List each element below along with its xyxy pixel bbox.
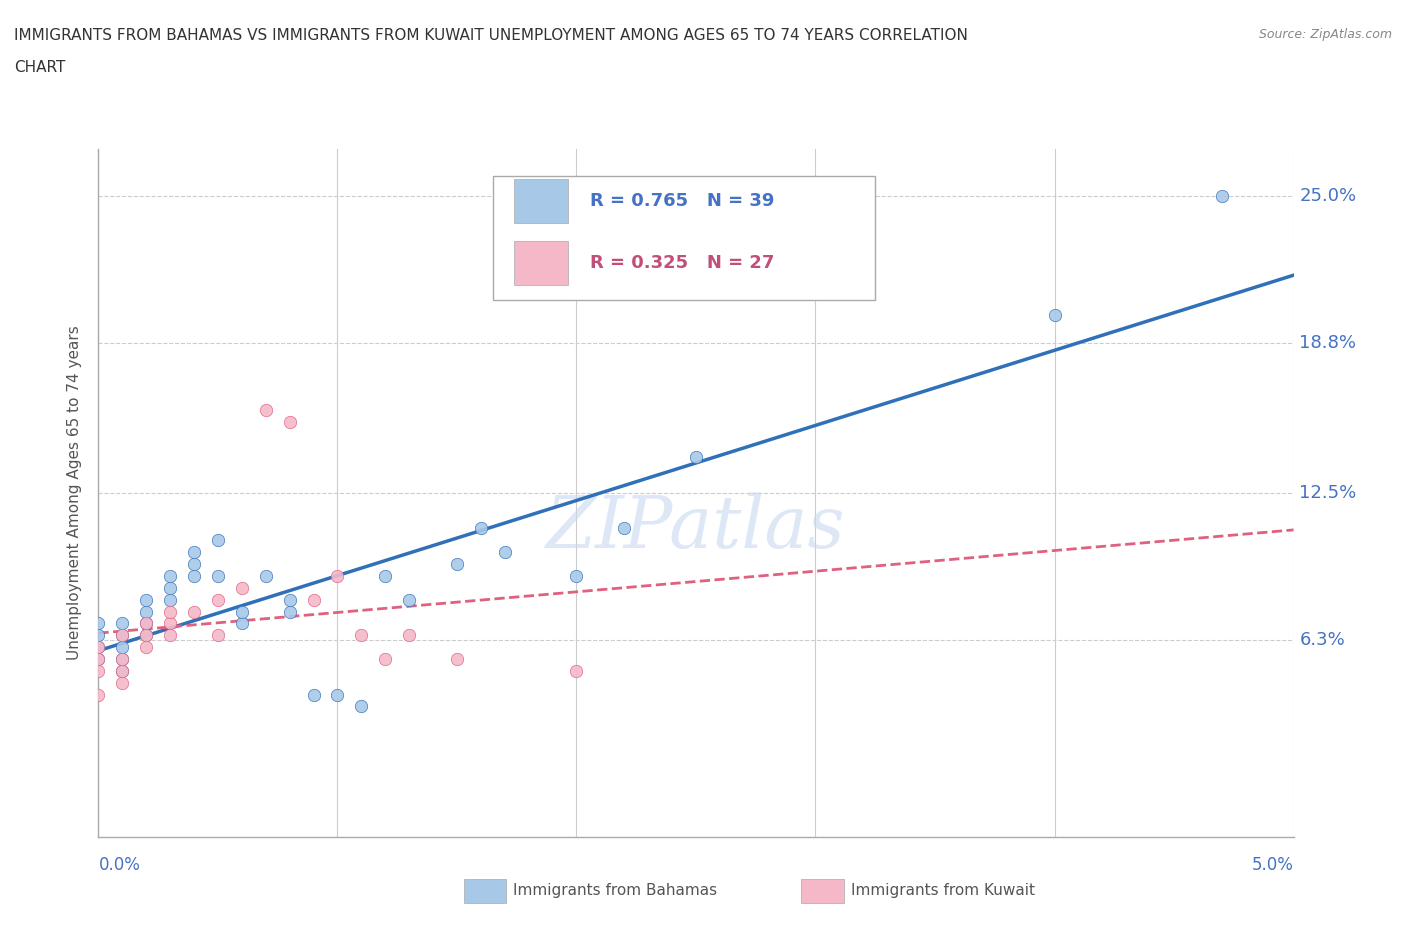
Point — [1043, 308, 1066, 323]
Text: CHART: CHART — [14, 60, 66, 75]
Point — [87, 640, 110, 655]
Point — [565, 663, 588, 678]
Point — [207, 592, 229, 607]
Point — [1211, 189, 1233, 204]
Point — [278, 592, 301, 607]
Point — [87, 640, 110, 655]
Point — [159, 580, 181, 595]
Point — [111, 628, 134, 643]
Point — [111, 652, 134, 667]
Point — [135, 616, 157, 631]
Point — [231, 616, 253, 631]
Point — [159, 592, 181, 607]
Point — [207, 533, 229, 548]
Point — [231, 580, 253, 595]
Text: 25.0%: 25.0% — [1299, 187, 1357, 206]
Point — [159, 628, 181, 643]
Point — [159, 568, 181, 583]
Text: R = 0.765   N = 39: R = 0.765 N = 39 — [589, 192, 773, 210]
FancyBboxPatch shape — [515, 179, 568, 223]
Point — [183, 568, 205, 583]
Point — [87, 687, 110, 702]
Point — [446, 557, 468, 572]
Point — [685, 450, 707, 465]
Y-axis label: Unemployment Among Ages 65 to 74 years: Unemployment Among Ages 65 to 74 years — [67, 326, 83, 660]
Point — [446, 652, 468, 667]
Point — [87, 663, 110, 678]
Point — [183, 604, 205, 619]
Point — [254, 403, 277, 418]
Point — [613, 521, 636, 536]
Text: 12.5%: 12.5% — [1299, 484, 1357, 502]
Point — [302, 687, 325, 702]
Text: 18.8%: 18.8% — [1299, 335, 1357, 352]
FancyBboxPatch shape — [515, 241, 568, 286]
Point — [159, 616, 181, 631]
Point — [374, 652, 396, 667]
Text: Source: ZipAtlas.com: Source: ZipAtlas.com — [1258, 28, 1392, 41]
Point — [135, 604, 157, 619]
Text: Immigrants from Kuwait: Immigrants from Kuwait — [851, 884, 1035, 898]
FancyBboxPatch shape — [494, 177, 875, 300]
Point — [398, 592, 420, 607]
Point — [494, 545, 516, 560]
Point — [398, 628, 420, 643]
Point — [111, 675, 134, 690]
Point — [111, 628, 134, 643]
Point — [87, 616, 110, 631]
Point — [207, 568, 229, 583]
Text: ZIPatlas: ZIPatlas — [546, 492, 846, 563]
Point — [111, 640, 134, 655]
Point — [87, 652, 110, 667]
Point — [135, 628, 157, 643]
Point — [278, 604, 301, 619]
Point — [87, 652, 110, 667]
Text: 0.0%: 0.0% — [98, 856, 141, 874]
Point — [111, 652, 134, 667]
Text: 5.0%: 5.0% — [1251, 856, 1294, 874]
Text: IMMIGRANTS FROM BAHAMAS VS IMMIGRANTS FROM KUWAIT UNEMPLOYMENT AMONG AGES 65 TO : IMMIGRANTS FROM BAHAMAS VS IMMIGRANTS FR… — [14, 28, 967, 43]
Point — [374, 568, 396, 583]
Point — [183, 545, 205, 560]
Point — [135, 616, 157, 631]
Point — [470, 521, 492, 536]
Point — [302, 592, 325, 607]
Point — [111, 616, 134, 631]
Point — [207, 628, 229, 643]
Point — [254, 568, 277, 583]
Point — [159, 604, 181, 619]
Point — [565, 568, 588, 583]
Point — [87, 628, 110, 643]
Point — [350, 699, 373, 714]
Point — [183, 557, 205, 572]
Point — [278, 414, 301, 429]
Point — [111, 663, 134, 678]
Point — [326, 568, 349, 583]
Point — [111, 663, 134, 678]
Text: 6.3%: 6.3% — [1299, 631, 1346, 649]
Point — [135, 628, 157, 643]
Point — [350, 628, 373, 643]
Text: R = 0.325   N = 27: R = 0.325 N = 27 — [589, 254, 773, 272]
Text: Immigrants from Bahamas: Immigrants from Bahamas — [513, 884, 717, 898]
Point — [326, 687, 349, 702]
Point — [135, 592, 157, 607]
Point — [135, 640, 157, 655]
Point — [231, 604, 253, 619]
